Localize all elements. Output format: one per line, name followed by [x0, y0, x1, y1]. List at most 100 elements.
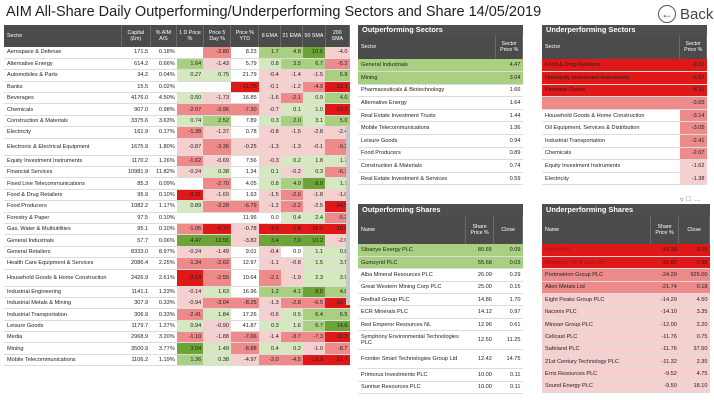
- table-row[interactable]: Gas, Water & Multiutilities 95.1 0.10% -1.0…: [4, 223, 350, 236]
- column-header[interactable]: 200 SMA: [325, 25, 350, 47]
- table-row[interactable]: General Industrials 4.47: [358, 59, 523, 73]
- table-row[interactable]: Food Producers 1082.2 1.17% 0.89 -3.28 -6.79-…: [4, 200, 350, 213]
- table-row[interactable]: Media 2968.9 3.20% -1.10 -1.88 -7.66 -1.4 -3.7-…: [4, 331, 350, 344]
- table-row[interactable]: Sound Energy PLC -9.50 18.10: [542, 380, 710, 394]
- table-row[interactable]: Frontier Smart Technologies Group Ltd 12.…: [358, 349, 523, 370]
- table-row[interactable]: Aerospace & Defense 171.5 0.18% -2.80 8.23 1.…: [4, 47, 350, 59]
- table-row[interactable]: Nonequity Investment Instruments -6.67: [542, 71, 707, 85]
- table-row[interactable]: Gumzyrid PLC 55.68 0.03: [358, 256, 523, 270]
- table-row[interactable]: Forestry & Paper 97.5 0.10% 11.96 0.0 0.4 2.4-…: [4, 212, 350, 224]
- table-row[interactable]: Household Goods & Home Construction -3.14: [542, 109, 707, 123]
- table-row[interactable]: Banks 15.5 0.02% -11.76 -0.1 -1.2 -4.9 -13.3: [4, 81, 350, 94]
- table-row[interactable]: Red Emperor Resources NL 12.96 0.61: [358, 318, 523, 332]
- table-row[interactable]: Equity Investment Instruments 1170.2 1.26%…: [4, 155, 350, 168]
- focus-mode-icon[interactable]: □: [686, 196, 691, 203]
- table-row[interactable]: Itaconix PLC -14.10 3.35: [542, 305, 710, 319]
- column-header[interactable]: Price % YTD: [230, 25, 260, 47]
- table-row[interactable]: Alternative Energy 1.64: [358, 96, 523, 110]
- cell-name: Alien Metals Ltd: [542, 281, 651, 295]
- table-row[interactable]: Solva PLC -33.33 0.25: [542, 244, 710, 257]
- table-row[interactable]: -3.65: [542, 96, 707, 110]
- table-row[interactable]: ECR Minerals PLC 14.12 0.97: [358, 305, 523, 319]
- column-header[interactable]: 21 EMA: [280, 25, 304, 47]
- table-row[interactable]: Erris Resources PLC -9.52 4.75: [542, 367, 710, 381]
- table-row[interactable]: Fixed Line Telecommunications 85.3 0.09% -2…: [4, 177, 350, 190]
- table-row[interactable]: Symphony Environmental Technologies PLC 1…: [358, 330, 523, 351]
- sector-table-scrollbar[interactable]: [346, 125, 350, 305]
- column-header[interactable]: Name: [358, 216, 466, 244]
- column-header[interactable]: 50 SMA: [302, 25, 326, 47]
- table-row[interactable]: Sunrise Resources PLC 10.00 0.11: [358, 381, 523, 395]
- column-header[interactable]: Price 5 Day %: [203, 25, 232, 47]
- column-header[interactable]: Share Price %: [650, 216, 680, 244]
- table-row[interactable]: Minoan Group PLC -12.00 2.20: [542, 318, 710, 332]
- table-row[interactable]: Leisure Goods 0.94: [358, 134, 523, 148]
- table-row[interactable]: Primorus Investments PLC 10.00 0.11: [358, 368, 523, 382]
- table-row[interactable]: Mobile Telecommunications 1106.2 1.19% 1.36…: [4, 354, 350, 367]
- table-row[interactable]: Chemicals -2.07: [542, 147, 707, 161]
- table-row[interactable]: Cellcast PLC -11.76 0.75: [542, 330, 710, 344]
- table-row[interactable]: Portmeirion Group PLC -24.29 925.00: [542, 268, 710, 282]
- table-row[interactable]: Mining 3500.9 3.77% 3.04 1.49 -8.88 0.4 0.2 -1.0…: [4, 342, 350, 355]
- table-row[interactable]: Chemicals 907.0 0.98% -2.07 -3.96 -7.30 -0.7 0.…: [4, 103, 350, 116]
- table-row[interactable]: General Industrials 57.7 0.06% 4.47 13.55 -3.…: [4, 234, 350, 247]
- column-header[interactable]: Close: [678, 216, 710, 244]
- table-row[interactable]: Mobiquity Oil & Gas Ltd -31.82 0.38: [542, 256, 710, 270]
- column-header[interactable]: 1 D Price %: [176, 25, 204, 47]
- column-header[interactable]: Name: [542, 216, 651, 244]
- table-row[interactable]: Food & Drug Retailers 95.9 0.10% -9.31 -1.60…: [4, 189, 350, 202]
- table-row[interactable]: Food & Drug Retailers -9.31: [542, 59, 707, 73]
- back-button[interactable]: ← Back: [658, 2, 714, 26]
- table-row[interactable]: Oil Equipment, Services & Distribution -3…: [542, 121, 707, 136]
- table-row[interactable]: Industrial Transportation -2.41: [542, 134, 707, 148]
- table-row[interactable]: Industrial Metals & Mining 307.9 0.33% -0.9…: [4, 297, 350, 310]
- table-row[interactable]: Real Estate Investment Trusts 1.44: [358, 109, 523, 123]
- table-row[interactable]: Pharmaceuticals & Biotechnology 1.66: [358, 84, 523, 98]
- table-row[interactable]: Sibanye Energy PLC 80.65 0.09: [358, 244, 523, 257]
- table-row[interactable]: 21st Century Technology PLC -11.32 2.35: [542, 355, 710, 369]
- table-row[interactable]: Equity Investment Instruments -1.62: [542, 159, 707, 173]
- table-row[interactable]: Industrial Engineering 1141.1 1.23% -0.14 1.…: [4, 286, 350, 298]
- table-row[interactable]: General Retailers 8333.0 8.97% -0.24 -1.49 9.…: [4, 246, 350, 259]
- table-row[interactable]: Household Goods & Home Construction 2426.…: [4, 269, 350, 287]
- table-row[interactable]: Construction & Materials 0.74: [358, 159, 523, 173]
- cell-d5: -3.04: [203, 297, 231, 310]
- column-header[interactable]: Sector: [358, 35, 497, 59]
- column-header[interactable]: Capital (£m): [121, 25, 151, 47]
- column-header[interactable]: Sector Price %: [495, 35, 523, 59]
- table-row[interactable]: Electronic & Electrical Equipment 1675.9 1…: [4, 138, 350, 156]
- table-row[interactable]: Great Western Mining Corp PLC 25.00 0.15: [358, 281, 523, 295]
- table-row[interactable]: Real Estate Investment & Services 0.59: [358, 172, 523, 186]
- table-row[interactable]: Personal Goods -6.11: [542, 84, 707, 98]
- table-row[interactable]: Alba Mineral Resources PLC 26.09 0.29: [358, 268, 523, 282]
- table-row[interactable]: Health Care Equipment & Services 2086.4 2.…: [4, 257, 350, 270]
- table-row[interactable]: Redhall Group PLC 14.86 1.70: [358, 293, 523, 307]
- column-header[interactable]: Sector: [542, 35, 681, 59]
- column-header[interactable]: 8 EMA: [258, 25, 282, 47]
- table-row[interactable]: Electricity -1.38: [542, 172, 707, 186]
- table-row[interactable]: Food Producers 0.89: [358, 147, 523, 161]
- table-row[interactable]: Automobiles & Parts 34.2 0.04% 0.27 0.75 21.7…: [4, 69, 350, 82]
- cell-e21: -1.5: [280, 126, 303, 139]
- column-header[interactable]: Sector: [4, 25, 122, 47]
- cell-aim: 1.26%: [150, 155, 177, 168]
- table-row[interactable]: Alternative Energy 614.2 0.66% 1.64 -1.43 5.7…: [4, 58, 350, 71]
- table-row[interactable]: Eight Peaks Group PLC -14.29 4.50: [542, 293, 710, 307]
- table-row[interactable]: Beverages 4176.0 4.50% 0.50 -1.73 16.85 -1.6 -2…: [4, 92, 350, 105]
- filter-icon[interactable]: ▿: [680, 197, 684, 204]
- table-row[interactable]: Mining 3.04: [358, 71, 523, 85]
- more-options-icon[interactable]: …: [693, 196, 701, 203]
- table-row[interactable]: Electricity 161.9 0.17% -1.38 -1.37 0.78 -0.8-…: [4, 126, 350, 139]
- cell-aim: 0.66%: [150, 58, 177, 71]
- table-row[interactable]: Mobile Telecommunications 1.36: [358, 121, 523, 136]
- table-row[interactable]: Financial Services 10981.9 11.82% -0.24 0.38…: [4, 166, 350, 179]
- table-row[interactable]: Safeland PLC -11.76 37.50: [542, 343, 710, 357]
- table-row[interactable]: Industrial Transportation 306.9 0.33% -2.41…: [4, 308, 350, 321]
- table-row[interactable]: Construction & Materials 3375.6 3.63% 0.74 2…: [4, 115, 350, 128]
- column-header[interactable]: Share Price %: [465, 216, 495, 244]
- column-header[interactable]: % AIM A/S: [150, 25, 178, 47]
- table-row[interactable]: Leisure Goods 1179.7 1.27% 0.94 -0.90 41.87 0.…: [4, 320, 350, 333]
- column-header[interactable]: Close: [493, 216, 523, 244]
- table-row[interactable]: Alien Metals Ltd -21.74 0.18: [542, 281, 710, 295]
- column-header[interactable]: Sector Price %: [679, 35, 707, 59]
